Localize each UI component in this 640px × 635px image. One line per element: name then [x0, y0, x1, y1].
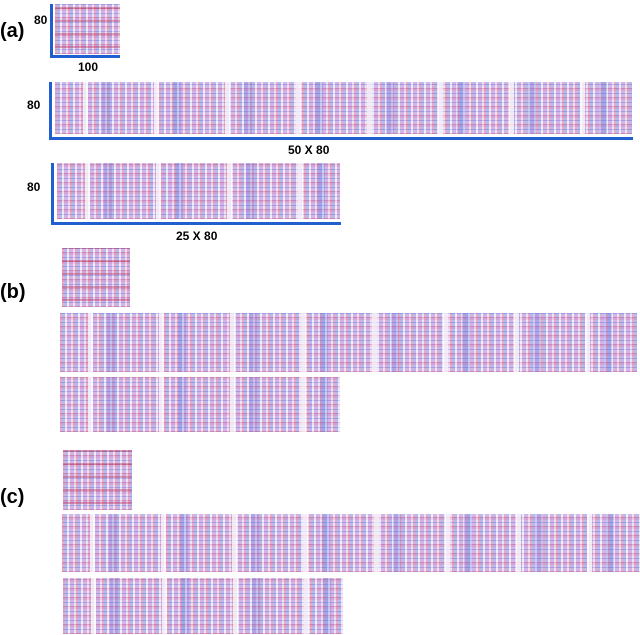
bracket — [50, 4, 53, 57]
width-label: 25 X 80 — [176, 229, 218, 243]
height-label: 80 — [27, 180, 41, 194]
bracket — [51, 222, 341, 225]
height-label: 80 — [34, 13, 48, 27]
bracket — [49, 82, 52, 138]
heatmap — [63, 578, 343, 634]
heatmap — [57, 163, 340, 219]
heatmap — [63, 450, 132, 510]
heatmap — [55, 82, 632, 134]
width-label: 50 X 80 — [288, 143, 330, 157]
bracket — [50, 55, 120, 58]
panel-label: (a) — [0, 20, 25, 42]
bracket — [49, 137, 633, 140]
heatmap — [55, 4, 120, 54]
bracket — [51, 163, 54, 223]
heatmap — [62, 248, 130, 307]
heatmap — [62, 514, 640, 572]
panel-label: (b) — [0, 281, 26, 303]
panel-label: (c) — [0, 486, 25, 508]
heatmap — [60, 377, 340, 432]
width-label: 100 — [78, 60, 99, 74]
height-label: 80 — [27, 98, 41, 112]
heatmap — [60, 313, 637, 372]
